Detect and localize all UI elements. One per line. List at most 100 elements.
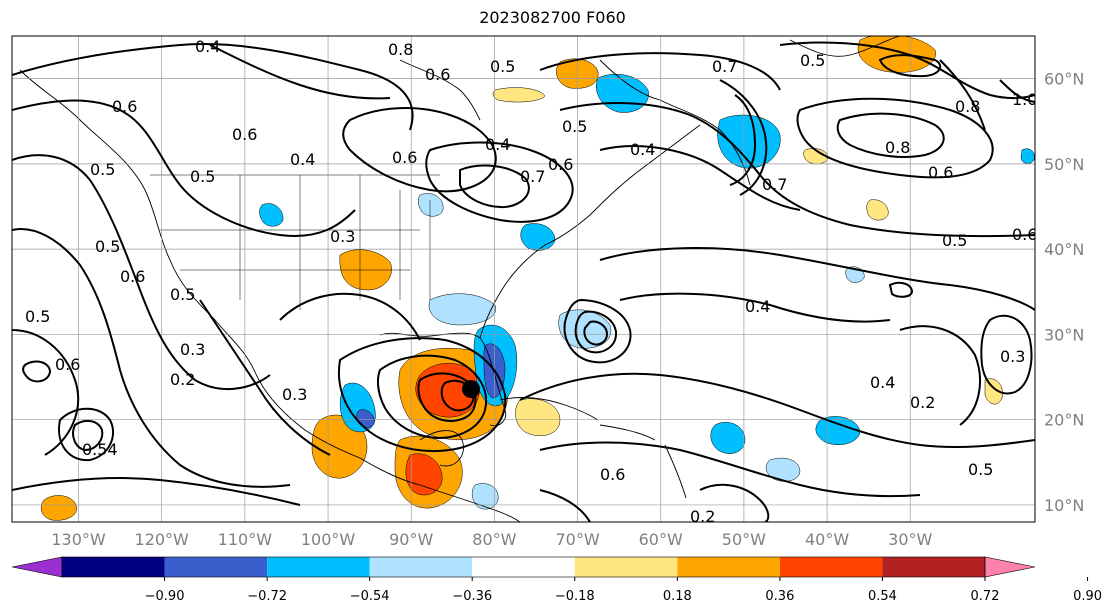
contour-label: 0.5 — [942, 231, 967, 250]
contour-line — [878, 54, 942, 78]
coastline-yucatan — [419, 430, 464, 467]
contour-line — [12, 99, 356, 237]
contour-label: 0.4 — [195, 37, 220, 56]
longitude-label: 120°W — [135, 530, 190, 549]
contour-label: 0.5 — [562, 117, 587, 136]
contour-label: 0.5 — [968, 460, 993, 479]
contour-label: 0.5 — [490, 57, 515, 76]
contour-line — [22, 360, 52, 383]
longitude-label: 70°W — [555, 530, 599, 549]
colorbar-tick-label: −0.72 — [247, 589, 287, 604]
contour-label: 0.6 — [1012, 225, 1037, 244]
coastline-cuba — [499, 397, 599, 421]
contour-line — [719, 79, 768, 196]
longitude-label: 60°W — [639, 530, 683, 549]
contour-line — [12, 228, 291, 488]
latitude-label: 60°N — [1044, 70, 1084, 89]
contour-line — [279, 292, 421, 341]
colorbar-tick-label: 0.54 — [868, 589, 897, 604]
contour-line — [58, 407, 115, 462]
contour-label: 0.6 — [392, 148, 417, 167]
contour-line — [539, 441, 921, 498]
contour-line — [779, 41, 1035, 99]
coastlines — [19, 36, 901, 522]
contour-label: 0.2 — [170, 370, 195, 389]
contour-label: 0.6 — [928, 163, 953, 182]
contour-label: 0.54 — [82, 440, 118, 459]
colorbar-tick-label: 0.72 — [971, 589, 1000, 604]
contour-line — [12, 329, 80, 456]
contour-label: 0.6 — [425, 65, 450, 84]
contour-line — [519, 372, 1035, 449]
contour-line — [980, 314, 1033, 395]
contour-label: 0.6 — [232, 125, 257, 144]
coastline-hudson — [399, 59, 481, 121]
colorbar-extend-low — [11, 556, 63, 578]
colorbar-tick-label: 0.18 — [663, 589, 692, 604]
colorbar: −0.90 −0.72 −0.54 −0.36 −0.18 0.18 0.36 0.54 0.7… — [11, 556, 1102, 604]
contour-line — [599, 247, 1035, 311]
contour-label: 0.4 — [630, 140, 655, 159]
cool-shade — [1020, 148, 1035, 164]
contour-label: 0.5 — [170, 285, 195, 304]
longitude-label: 110°W — [218, 530, 273, 549]
cool-shade — [428, 293, 496, 326]
colorbar-bin — [164, 557, 268, 577]
cool-shade — [520, 223, 556, 251]
contour-line — [425, 141, 574, 223]
contour-label: 0.7 — [762, 175, 787, 194]
colorbar-bin — [369, 557, 473, 577]
contour-label: 0.8 — [955, 97, 980, 116]
contour-label: 0.4 — [745, 297, 770, 316]
latitude-label: 50°N — [1044, 155, 1084, 174]
coastline-caribbean-islands — [599, 424, 687, 499]
longitude-label: 50°W — [722, 530, 766, 549]
colorbar-tick-label: −0.36 — [452, 589, 492, 604]
contour-line — [338, 337, 507, 453]
latitude-label: 10°N — [1044, 496, 1084, 515]
longitude-label: 80°W — [472, 530, 516, 549]
contour-line — [888, 281, 914, 298]
contour-label: 0.7 — [712, 57, 737, 76]
colorbar-tick-label: −0.90 — [145, 589, 185, 604]
contour-line — [939, 59, 1035, 131]
coastline-east-us — [479, 124, 701, 339]
latitude-label: 30°N — [1044, 325, 1084, 344]
cool-shade — [710, 422, 746, 454]
contour-label: 0.6 — [55, 355, 80, 374]
contour-label: 0.6 — [112, 97, 137, 116]
contour-line — [539, 489, 591, 522]
colorbar-tick-label: −0.18 — [555, 589, 595, 604]
cyclone-center-marker — [462, 380, 480, 398]
contour-line — [619, 292, 891, 323]
chart-title: 2023082700 F060 — [479, 8, 626, 27]
contour-line — [417, 372, 477, 422]
contour-label: 0.3 — [180, 340, 205, 359]
contour-line — [12, 43, 414, 131]
contour-label: 0.4 — [290, 150, 315, 169]
longitude-label: 30°W — [888, 530, 932, 549]
shaded-fields — [41, 36, 1035, 521]
cool-shade — [259, 203, 284, 227]
cool-shade — [717, 114, 781, 169]
contour-line — [72, 419, 104, 452]
cool-shade — [765, 457, 801, 482]
contour-lines — [12, 41, 1035, 522]
longitude-label: 90°W — [389, 530, 433, 549]
contour-label: 0.4 — [485, 135, 510, 154]
contour-label: 0.3 — [282, 385, 307, 404]
longitude-label: 40°W — [805, 530, 849, 549]
longitude-labels: 130°W 120°W 110°W 100°W 90°W 80°W 70°W 60°W 50°W… — [51, 530, 932, 549]
contour-label: 0.6 — [600, 465, 625, 484]
colorbar-bin — [779, 557, 883, 577]
latitude-label: 20°N — [1044, 411, 1084, 430]
colorbar-bin — [267, 557, 370, 577]
contour-line — [199, 299, 331, 456]
coastline-greenland — [789, 36, 901, 57]
contour-line — [729, 94, 757, 186]
colorbar-outline — [61, 556, 986, 578]
contour-line — [459, 164, 530, 209]
latitude-labels: 10°N 20°N 30°N 40°N 50°N 60°N — [1044, 70, 1084, 515]
colorbar-extend-high — [984, 556, 1036, 578]
contour-label: 0.8 — [388, 40, 413, 59]
